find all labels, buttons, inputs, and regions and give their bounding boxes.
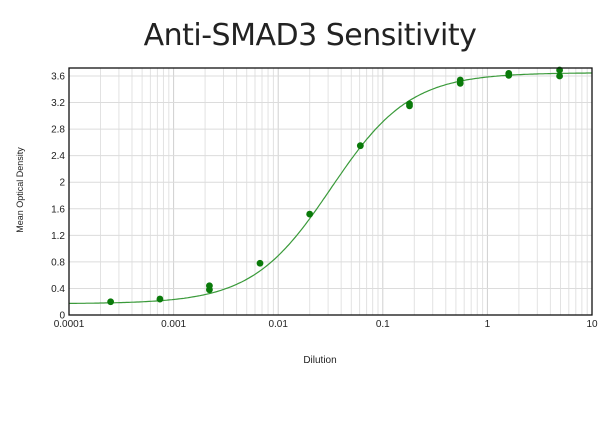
chart-title: Anti-SMAD3 Sensitivity (143, 18, 477, 53)
data-point (406, 102, 413, 110)
y-tick-label: 3.6 (51, 72, 65, 83)
x-axis-label: Dilution (303, 355, 337, 366)
data-point (256, 259, 264, 267)
y-tick-label: 0 (59, 311, 65, 322)
data-points (107, 66, 563, 306)
x-tick-label: 0.0001 (54, 319, 85, 330)
fit-curve (69, 72, 592, 304)
y-tick-label: 2.4 (51, 151, 65, 162)
data-point (556, 72, 563, 80)
y-tick-label: 1.6 (51, 204, 65, 215)
data-point (356, 142, 364, 150)
y-tick-label: 1.2 (51, 231, 65, 242)
data-point (156, 295, 164, 303)
y-tick-labels: 0 0.4 0.8 1.2 1.6 2 2.4 2.8 3.2 3.6 (51, 72, 65, 322)
plot-frame (68, 67, 593, 316)
x-tick-label: 10 (586, 319, 598, 330)
x-tick-label: 1 (485, 319, 491, 330)
data-point (456, 79, 464, 87)
y-tick-label: 0.4 (51, 284, 65, 295)
data-point (107, 298, 115, 306)
y-tick-label: 0.8 (51, 257, 65, 268)
x-tick-label: 0.001 (161, 319, 186, 330)
x-tick-label: 0.01 (268, 319, 288, 330)
x-tick-labels: 0.0001 0.001 0.01 0.1 1 10 (54, 319, 598, 330)
data-point (306, 210, 314, 218)
data-point (505, 71, 513, 79)
x-tick-label: 0.1 (376, 319, 390, 330)
y-tick-label: 2.8 (51, 125, 65, 136)
y-tick-label: 3.2 (51, 98, 65, 109)
data-point (206, 286, 213, 294)
y-tick-label: 2 (59, 178, 65, 189)
grid-lines (69, 68, 592, 315)
